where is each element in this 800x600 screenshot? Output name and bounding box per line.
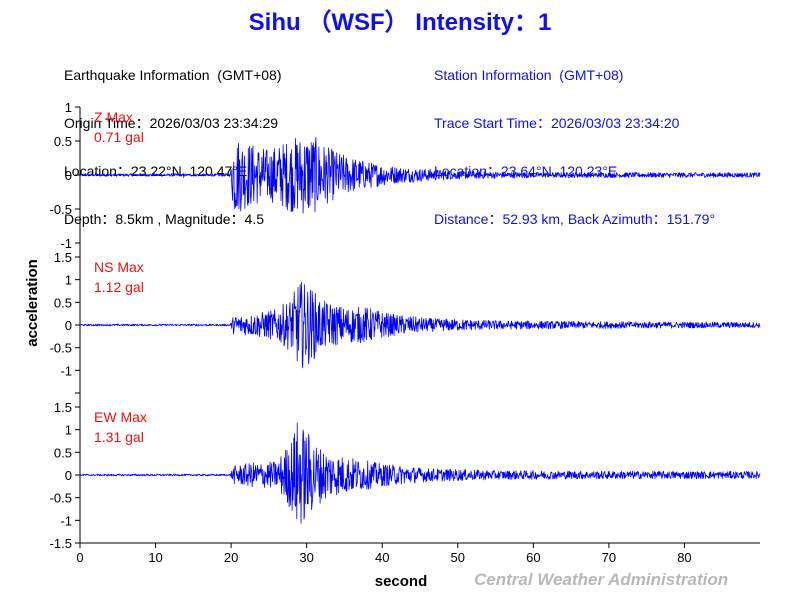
z-trace	[79, 136, 761, 214]
ew-max-label: EW Max	[94, 409, 147, 425]
y-tick-label: -0.5	[50, 341, 72, 356]
z-max-value: 0.71 gal	[94, 129, 144, 145]
x-tick-label: 20	[224, 550, 238, 565]
x-tick-label: 80	[677, 550, 691, 565]
depth-magnitude: Depth：8.5km , Magnitude：4.5	[64, 211, 264, 227]
y-tick-label: -0.5	[50, 491, 72, 506]
y-tick-label: 0	[65, 468, 72, 483]
chart-title: Sihu （WSF） Intensity：1	[248, 9, 552, 36]
y-tick-label: 1	[65, 423, 72, 438]
y-tick-label: 0.5	[54, 445, 72, 460]
z-max-label: Z Max	[94, 109, 133, 125]
y-tick-label: -1	[60, 513, 72, 528]
earthquake-info-heading: Earthquake Information (GMT+08)	[64, 67, 282, 83]
x-tick-label: 30	[299, 550, 313, 565]
y-tick-label: 0	[65, 318, 72, 333]
y-tick-label: 0.5	[54, 295, 72, 310]
ns-trace	[79, 282, 761, 369]
trace-start-time: Trace Start Time：2026/03/03 23:34:20	[434, 115, 680, 131]
x-tick-label: 70	[602, 550, 616, 565]
ns-max-value: 1.12 gal	[94, 279, 144, 295]
ew-max-value: 1.31 gal	[94, 429, 144, 445]
y-tick-label: 0.5	[54, 134, 72, 149]
origin-time: Origin Time：2026/03/03 23:34:29	[64, 115, 279, 131]
ew-trace	[79, 422, 761, 524]
station-info-heading: Station Information (GMT+08)	[434, 67, 624, 83]
y-tick-label: 1.5	[54, 250, 72, 265]
x-tick-label: 50	[451, 550, 465, 565]
ns-max-label: NS Max	[94, 259, 144, 275]
y-tick-label: 1.5	[54, 400, 72, 415]
x-axis-label: second	[375, 573, 428, 590]
y-tick-label: 0	[65, 168, 72, 183]
distance-azimuth: Distance：52.93 km, Back Azimuth：151.79°	[434, 211, 716, 227]
y-axis-label: acceleration	[24, 259, 41, 347]
y-tick-label: -1.5	[50, 536, 72, 551]
y-tick-label: -1	[60, 236, 72, 251]
y-tick-label: -0.5	[50, 202, 72, 217]
x-tick-label: 40	[375, 550, 389, 565]
y-tick-label: 1	[65, 273, 72, 288]
y-tick-label: 1	[65, 100, 72, 115]
x-tick-label: 0	[76, 550, 83, 565]
credit-text: Central Weather Administration	[474, 570, 729, 589]
x-tick-label: 10	[148, 550, 162, 565]
y-tick-label: -1	[60, 363, 72, 378]
x-tick-label: 60	[526, 550, 540, 565]
